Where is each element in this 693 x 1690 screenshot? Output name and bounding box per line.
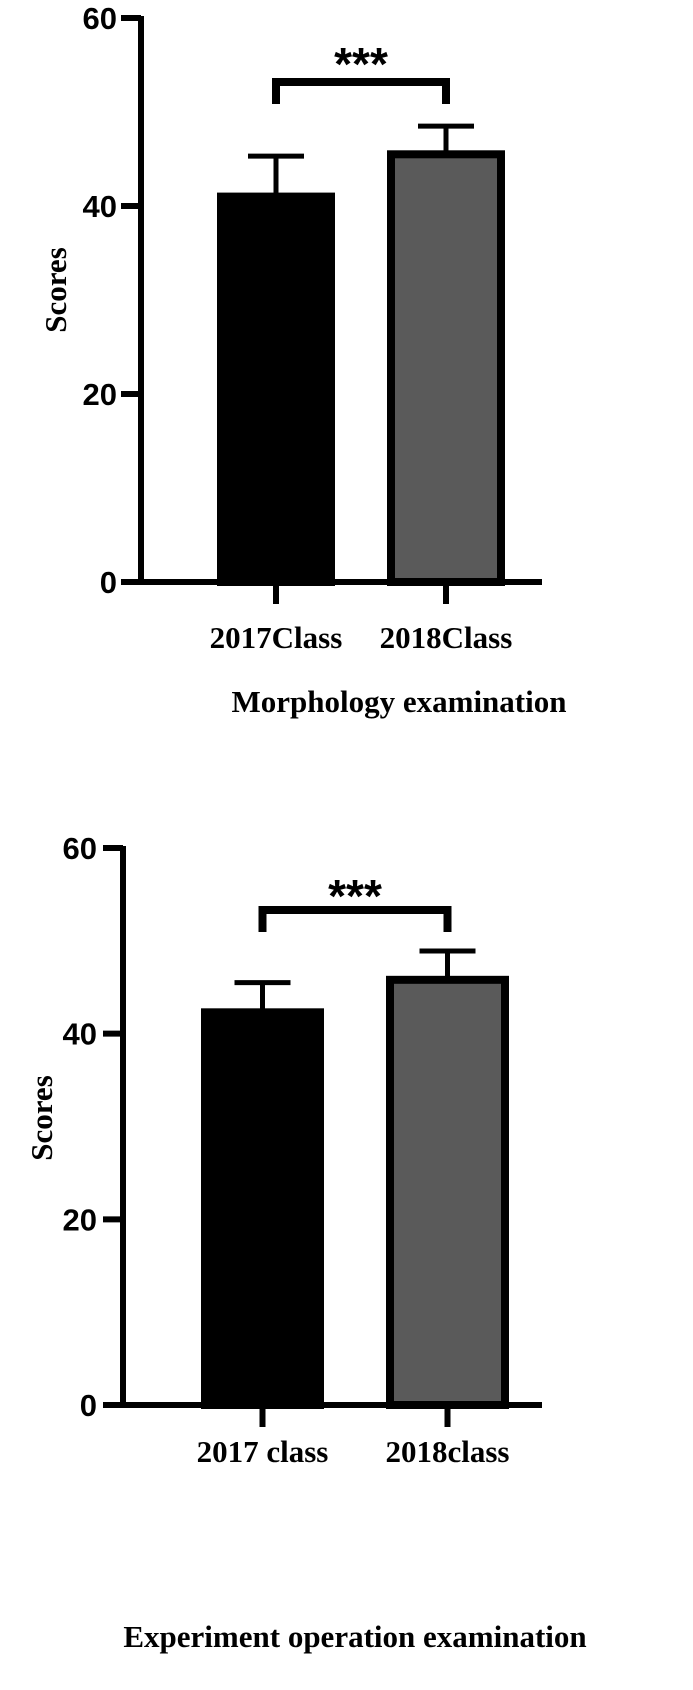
y-tick-label: 20 (83, 377, 117, 412)
significance-bracket (272, 78, 450, 104)
bar-1 (201, 1008, 324, 1409)
y-tick-label: 40 (83, 189, 117, 224)
bar-2 (387, 150, 505, 587)
y-axis-title: Scores (24, 1075, 59, 1161)
chart-panel-morphology: 0 20 40 60 2017Class 2018Class *** Scores Morpho… (38, 1, 566, 719)
y-tick-label: 20 (63, 1202, 97, 1237)
x-tick-label: 2017Class (210, 620, 343, 655)
x-axis-title: Morphology examination (232, 684, 567, 719)
x-tick-label: 2018Class (380, 620, 513, 655)
y-tick-label: 0 (100, 565, 117, 600)
y-tick-label: 60 (83, 1, 117, 36)
y-axis-title: Scores (38, 247, 73, 333)
significance-label: *** (334, 38, 388, 90)
x-tick-label: 2017 class (197, 1434, 329, 1469)
y-tick-label: 40 (63, 1017, 97, 1052)
chart-panel-experiment: 0 20 40 60 2017 class 2018class *** Scores Exper… (24, 831, 587, 1654)
x-tick-label: 2018class (386, 1434, 510, 1469)
bar-2 (386, 975, 509, 1409)
x-axis-title: Experiment operation examination (123, 1619, 586, 1654)
bar-1 (217, 192, 335, 586)
significance-bracket (258, 906, 452, 932)
y-tick-label: 0 (80, 1388, 97, 1423)
y-tick-label: 60 (63, 831, 97, 866)
significance-label: *** (328, 870, 382, 922)
